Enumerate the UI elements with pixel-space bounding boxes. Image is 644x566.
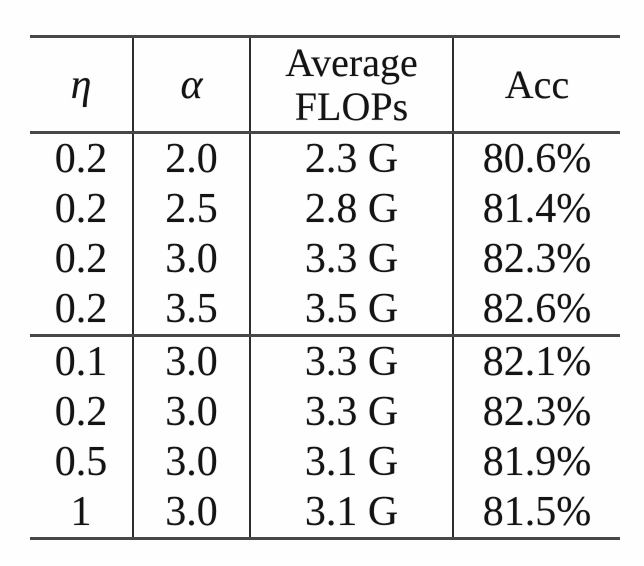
col-header-eta: η [70,61,92,108]
cell-acc: 82.6% [452,284,620,336]
cell-eta: 0.2 [54,286,108,332]
cell-eta: 0.2 [54,186,108,232]
group-alpha-sweep: 0.2 2.0 2.3 G 80.6% 0.2 2.5 2.8 G 81.4% … [30,132,620,336]
cell-eta: 0.2 [54,236,108,282]
cell-flops: 3.1 G [249,487,453,539]
cell-alpha: 3.0 [132,487,250,539]
cell-acc: 80.6% [452,132,620,184]
cell-flops: 3.5 G [249,284,453,336]
table-row: 0.2 2.0 2.3 G 80.6% [30,132,620,184]
cell-flops: 3.3 G [249,387,453,437]
col-header-acc: Acc [452,36,620,133]
cell-eta: 1 [70,489,92,535]
cell-acc: 81.5% [452,487,620,539]
cell-eta: 0.2 [54,389,108,435]
cell-acc: 82.3% [452,234,620,284]
col-header-alpha: α [132,36,250,133]
cell-eta: 0.1 [54,339,108,385]
table-row: 0.2 3.0 3.3 G 82.3% [30,234,620,284]
table-row: 0.2 3.5 3.5 G 82.6% [30,284,620,336]
results-table: η α Average FLOPs Acc 0.2 2.0 2.3 G 80.6… [30,35,620,540]
table-row: 0.2 2.5 2.8 G 81.4% [30,184,620,234]
cell-eta: 0.2 [54,136,108,182]
col-header-average-flops: Average FLOPs [249,36,453,133]
cell-flops: 3.1 G [249,437,453,487]
cell-acc: 82.3% [452,387,620,437]
cell-acc: 81.9% [452,437,620,487]
cell-flops: 2.3 G [249,132,453,184]
table-row: 0.5 3.0 3.1 G 81.9% [30,437,620,487]
cell-flops: 2.8 G [249,184,453,234]
cell-alpha: 2.0 [132,132,250,184]
cell-alpha: 3.0 [132,437,250,487]
cell-alpha: 3.0 [132,387,250,437]
cell-alpha: 3.5 [132,284,250,336]
cell-flops: 3.3 G [249,234,453,284]
cell-flops: 3.3 G [249,335,453,387]
cell-acc: 81.4% [452,184,620,234]
cell-eta: 0.5 [54,439,108,485]
table-header: η α Average FLOPs Acc [30,36,620,133]
cell-alpha: 3.0 [132,335,250,387]
group-eta-sweep: 0.1 3.0 3.3 G 82.1% 0.2 3.0 3.3 G 82.3% … [30,335,620,539]
table-row: 0.2 3.0 3.3 G 82.3% [30,387,620,437]
header-row: η α Average FLOPs Acc [30,36,620,133]
cell-acc: 82.1% [452,335,620,387]
cell-alpha: 3.0 [132,234,250,284]
cell-alpha: 2.5 [132,184,250,234]
table-row: 0.1 3.0 3.3 G 82.1% [30,335,620,387]
table-row: 1 3.0 3.1 G 81.5% [30,487,620,539]
